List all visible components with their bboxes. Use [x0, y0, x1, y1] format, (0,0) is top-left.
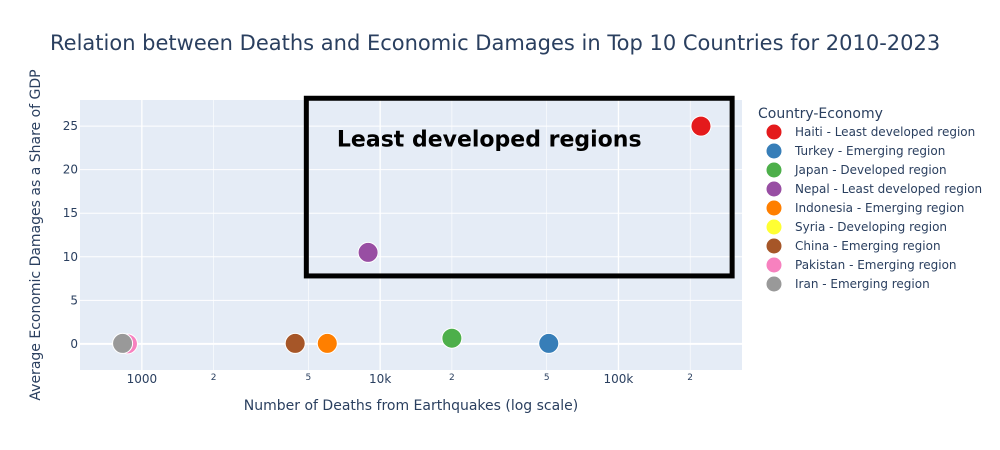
data-points — [112, 115, 712, 355]
x-tick-label: 5 — [306, 373, 312, 383]
plot-area — [80, 100, 742, 370]
annotation-box — [303, 95, 735, 279]
y-tick-label: 25 — [63, 119, 78, 133]
x-tick-label: 2 — [449, 373, 455, 383]
legend-entry: China - Emerging region — [795, 239, 941, 253]
y-tick-label: 10 — [63, 250, 78, 264]
chart-title: Relation between Deaths and Economic Dam… — [50, 31, 940, 55]
data-point — [284, 332, 306, 354]
legend-entry: Turkey - Emerging region — [794, 144, 945, 158]
legend-marker — [765, 123, 783, 141]
y-axis-title: Average Economic Damages as a Share of G… — [28, 69, 44, 400]
legend-entry: Japan - Developed region — [794, 163, 947, 177]
legend-marker — [765, 199, 783, 217]
legend-marker — [765, 161, 783, 179]
y-tick-label: 15 — [63, 206, 78, 220]
legend-entry: Haiti - Least developed region — [795, 125, 975, 139]
x-tick-label: 100k — [604, 372, 634, 386]
y-tick-label: 0 — [70, 337, 78, 351]
x-axis-title: Number of Deaths from Earthquakes (log s… — [244, 398, 578, 414]
x-tick-label: 2 — [687, 373, 693, 383]
x-tick-label: 5 — [544, 373, 550, 383]
legend-marker — [765, 180, 783, 198]
legend-entry: Syria - Developing region — [795, 220, 947, 234]
data-point — [441, 327, 463, 349]
x-tick-label: 2 — [211, 373, 217, 383]
legend: Country-Economy Haiti - Least developed … — [758, 106, 982, 293]
legend-marker — [765, 218, 783, 236]
data-point — [316, 332, 338, 354]
data-point — [357, 241, 379, 263]
x-tick-label: 10k — [369, 372, 391, 386]
data-point — [538, 332, 560, 354]
legend-title: Country-Economy — [758, 106, 883, 122]
y-tick-label: 20 — [63, 163, 78, 177]
x-tick-label: 1000 — [127, 372, 158, 386]
legend-entry: Indonesia - Emerging region — [795, 201, 964, 215]
annotation-label: Least developed regions — [337, 127, 642, 152]
legend-entry: Pakistan - Emerging region — [795, 258, 957, 272]
data-point — [690, 115, 712, 137]
legend-entry: Iran - Emerging region — [795, 277, 930, 291]
legend-marker — [765, 237, 783, 255]
legend-marker — [765, 275, 783, 293]
annotation-group: Least developed regions — [303, 95, 735, 279]
y-tick-label: 5 — [70, 293, 78, 307]
data-point — [112, 332, 134, 354]
legend-entry: Nepal - Least developed region — [795, 182, 982, 196]
legend-marker — [765, 256, 783, 274]
legend-marker — [765, 142, 783, 160]
